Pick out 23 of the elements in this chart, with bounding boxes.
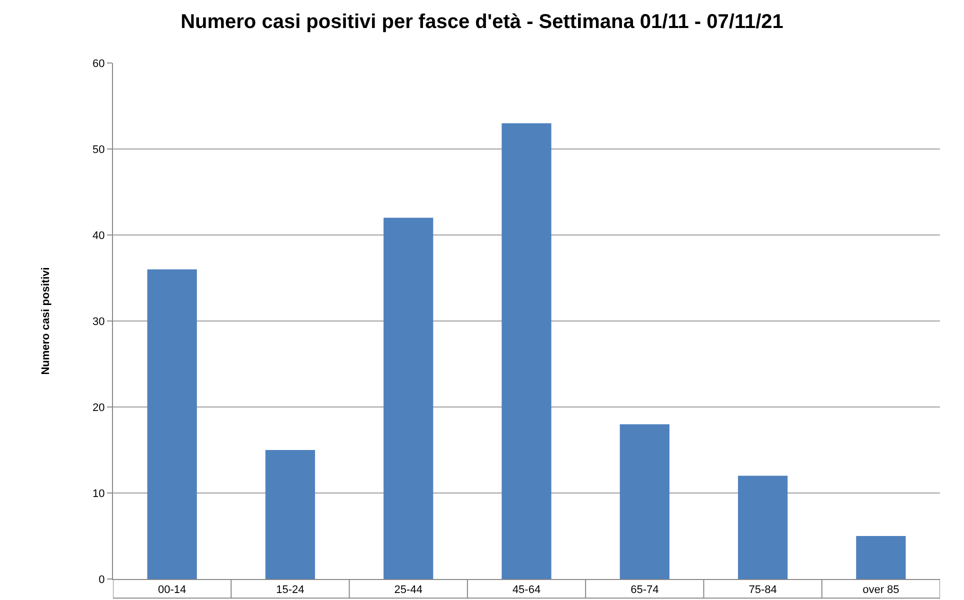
bar: [384, 218, 434, 579]
bar: [147, 269, 197, 579]
y-tick-label: 20: [92, 402, 105, 414]
bar: [856, 536, 906, 579]
x-tick-label: over 85: [862, 584, 900, 596]
x-tick-label: 25-44: [394, 584, 422, 596]
x-tick-label: 65-74: [630, 584, 659, 596]
bar: [502, 123, 552, 579]
bar: [265, 450, 316, 579]
y-tick-label: 30: [92, 316, 105, 328]
chart-title: Numero casi positivi per fasce d'età - Settimana 01/11 - 07/11/21: [180, 11, 784, 33]
y-tick-label: 10: [92, 488, 105, 500]
y-axis-title: Numero casi positivi: [40, 267, 52, 375]
bar: [738, 476, 788, 579]
x-tick-label: 75-84: [748, 584, 777, 596]
y-tick-label: 50: [92, 144, 105, 156]
x-tick-label: 00-14: [158, 584, 186, 596]
x-tick-label: 15-24: [276, 584, 304, 596]
y-tick-label: 60: [92, 58, 105, 70]
y-tick-label: 40: [92, 230, 105, 242]
bar: [620, 424, 670, 579]
x-tick-label: 45-64: [512, 584, 541, 596]
y-tick-label: 0: [98, 574, 105, 586]
